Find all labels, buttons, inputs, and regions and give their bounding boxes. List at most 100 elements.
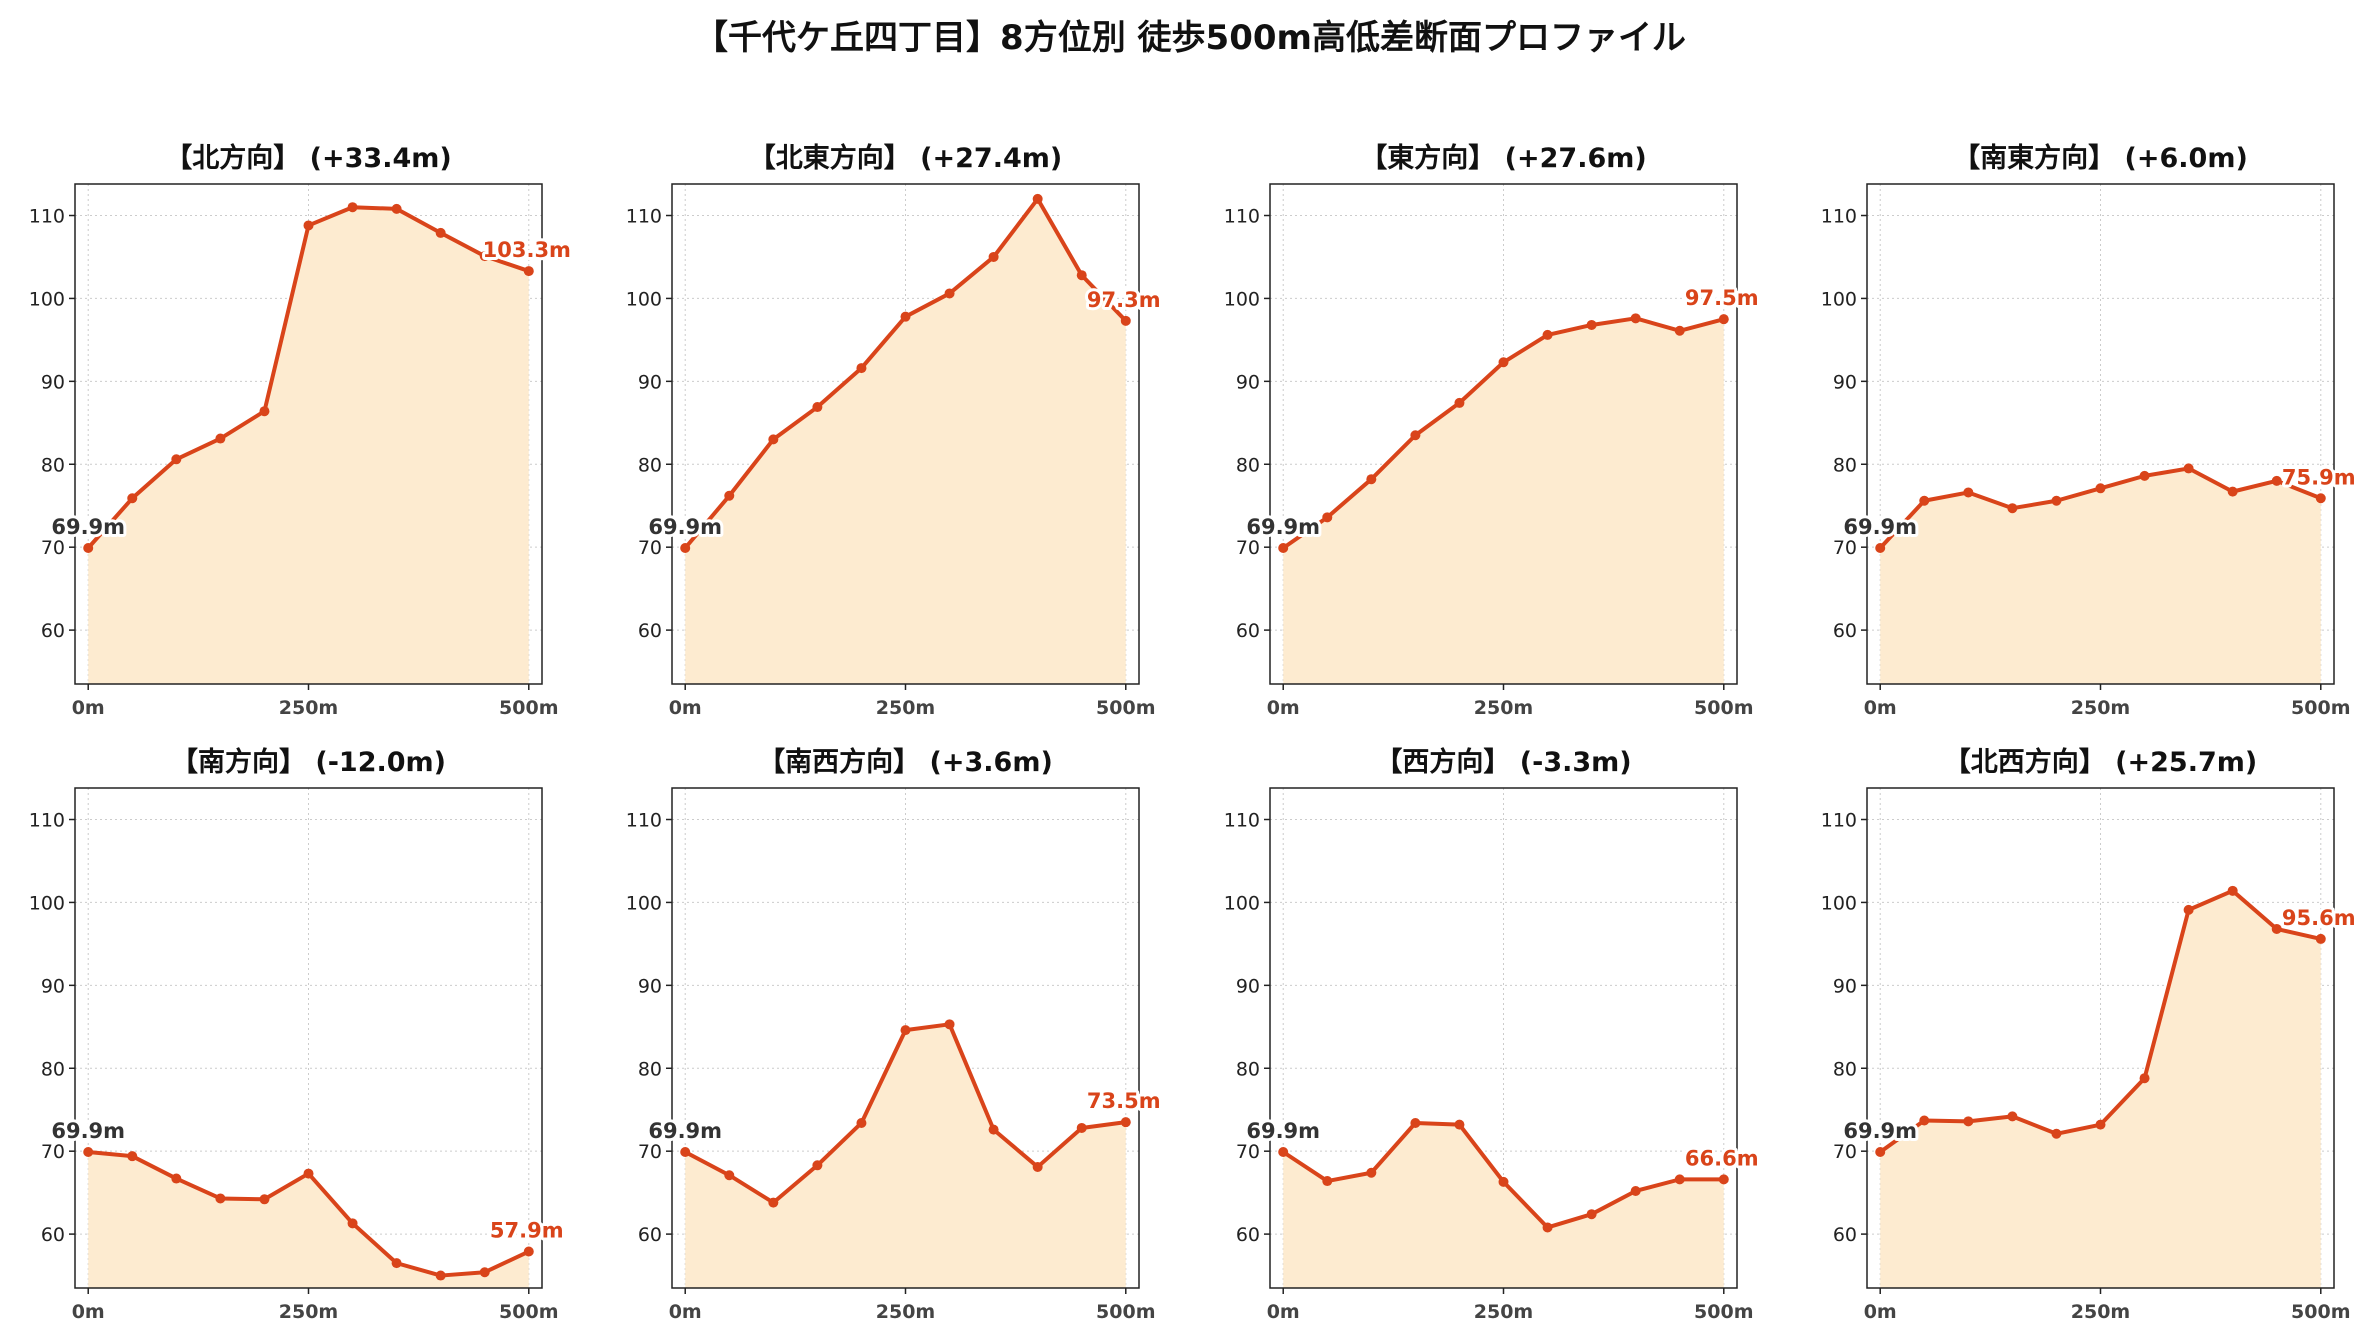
y-tick-label: 100 xyxy=(1821,892,1857,914)
data-point xyxy=(1963,487,1974,498)
x-tick-label: 0m xyxy=(1267,697,1300,719)
data-point xyxy=(944,1019,955,1030)
y-tick-label: 110 xyxy=(29,206,65,228)
data-point xyxy=(1542,1222,1553,1233)
panel-8: 【北西方向】 (+25.7m) 60 70 80 90 100 110 0m 250m 500m 6… xyxy=(1821,746,2359,1323)
data-point xyxy=(1120,315,1131,326)
x-tick-label: 250m xyxy=(2071,1301,2130,1323)
x-tick-label: 0m xyxy=(1267,1301,1300,1323)
y-tick-label: 70 xyxy=(1236,1141,1260,1163)
data-point xyxy=(1498,357,1509,368)
x-tick-label: 250m xyxy=(876,697,935,719)
data-point xyxy=(812,1160,823,1171)
data-point xyxy=(1630,313,1641,324)
data-point xyxy=(2051,1128,2062,1139)
data-point xyxy=(523,266,534,277)
x-tick-label: 0m xyxy=(72,1301,105,1323)
y-tick-label: 110 xyxy=(1821,810,1857,832)
panel-7: 【西方向】 (-3.3m) 60 70 80 90 100 110 0m 250m 500m 69.… xyxy=(1224,746,1762,1323)
data-point xyxy=(1120,1117,1131,1128)
data-point xyxy=(1718,314,1729,325)
x-tick-label: 0m xyxy=(669,1301,702,1323)
data-point xyxy=(1674,1174,1685,1185)
data-point xyxy=(2007,503,2018,514)
y-tick-label: 90 xyxy=(638,371,662,393)
end-elevation-label: 97.3m xyxy=(1087,288,1161,312)
data-point xyxy=(347,202,358,213)
data-point xyxy=(768,1197,779,1208)
elevation-area xyxy=(88,1152,529,1288)
x-tick-label: 0m xyxy=(1864,1301,1897,1323)
y-tick-label: 60 xyxy=(1236,620,1260,642)
y-tick-label: 90 xyxy=(1236,975,1260,997)
data-point xyxy=(944,288,955,299)
data-point xyxy=(127,493,138,504)
y-tick-label: 100 xyxy=(1224,892,1260,914)
data-point xyxy=(523,1246,534,1257)
x-tick-label: 500m xyxy=(1694,697,1753,719)
y-tick-label: 80 xyxy=(638,1058,662,1080)
start-elevation-label: 69.9m xyxy=(51,1119,125,1143)
data-point xyxy=(2139,1073,2150,1084)
data-point xyxy=(1718,1174,1729,1185)
end-elevation-label: 73.5m xyxy=(1087,1089,1161,1113)
panel-title: 【北方向】 (+33.4m) xyxy=(165,142,451,174)
elevation-area xyxy=(1880,890,2321,1288)
data-point xyxy=(2227,885,2238,896)
start-elevation-label: 69.9m xyxy=(51,515,125,539)
elevation-area xyxy=(1283,1122,1724,1288)
panel-title: 【西方向】 (-3.3m) xyxy=(1375,746,1631,778)
x-tick-label: 500m xyxy=(1096,1301,1155,1323)
data-point xyxy=(1278,1147,1289,1158)
y-tick-label: 60 xyxy=(1833,1224,1857,1246)
y-tick-label: 90 xyxy=(41,975,65,997)
data-point xyxy=(1630,1185,1641,1196)
data-point xyxy=(1322,1176,1333,1187)
data-point xyxy=(347,1218,358,1229)
y-tick-label: 60 xyxy=(638,1224,662,1246)
y-tick-label: 100 xyxy=(29,288,65,310)
y-tick-label: 110 xyxy=(1224,206,1260,228)
start-elevation-label: 69.9m xyxy=(1843,515,1917,539)
y-tick-label: 80 xyxy=(1236,1058,1260,1080)
end-elevation-label: 75.9m xyxy=(2282,465,2356,489)
panel-title: 【南東方向】 (+6.0m) xyxy=(1953,142,2248,174)
x-tick-label: 500m xyxy=(1694,1301,1753,1323)
y-tick-label: 60 xyxy=(638,620,662,642)
panel-title: 【南方向】 (-12.0m) xyxy=(171,746,446,778)
data-point xyxy=(1875,1147,1886,1158)
start-elevation-label: 69.9m xyxy=(1246,515,1320,539)
y-tick-label: 110 xyxy=(626,206,662,228)
panel-1: 【北方向】 (+33.4m) 60 70 80 90 100 110 0m 250m 500m 69… xyxy=(29,142,574,719)
start-elevation-label: 69.9m xyxy=(1843,1119,1917,1143)
data-point xyxy=(127,1151,138,1162)
data-point xyxy=(1366,474,1377,485)
data-point xyxy=(2315,493,2326,504)
y-tick-label: 80 xyxy=(1236,454,1260,476)
figure-title: 【千代ケ丘四丁目】8方位別 徒歩500m高低差断面プロファイル xyxy=(694,18,1686,58)
data-point xyxy=(1875,543,1886,554)
x-tick-label: 0m xyxy=(669,697,702,719)
y-tick-label: 90 xyxy=(1833,975,1857,997)
data-point xyxy=(2227,486,2238,497)
data-point xyxy=(303,1168,314,1179)
elevation-area xyxy=(1880,468,2321,684)
y-tick-label: 100 xyxy=(1821,288,1857,310)
data-point xyxy=(171,454,182,465)
data-point xyxy=(724,1170,735,1181)
data-point xyxy=(83,543,94,554)
data-point xyxy=(812,402,823,413)
y-tick-label: 110 xyxy=(1821,206,1857,228)
y-tick-label: 80 xyxy=(41,1058,65,1080)
data-point xyxy=(2095,483,2106,494)
data-point xyxy=(391,203,402,214)
y-tick-label: 70 xyxy=(638,537,662,559)
data-point xyxy=(1278,543,1289,554)
data-point xyxy=(259,406,270,417)
data-point xyxy=(171,1173,182,1184)
data-point xyxy=(215,1193,226,1204)
data-point xyxy=(2183,463,2194,474)
y-tick-label: 60 xyxy=(1833,620,1857,642)
data-point xyxy=(215,433,226,444)
